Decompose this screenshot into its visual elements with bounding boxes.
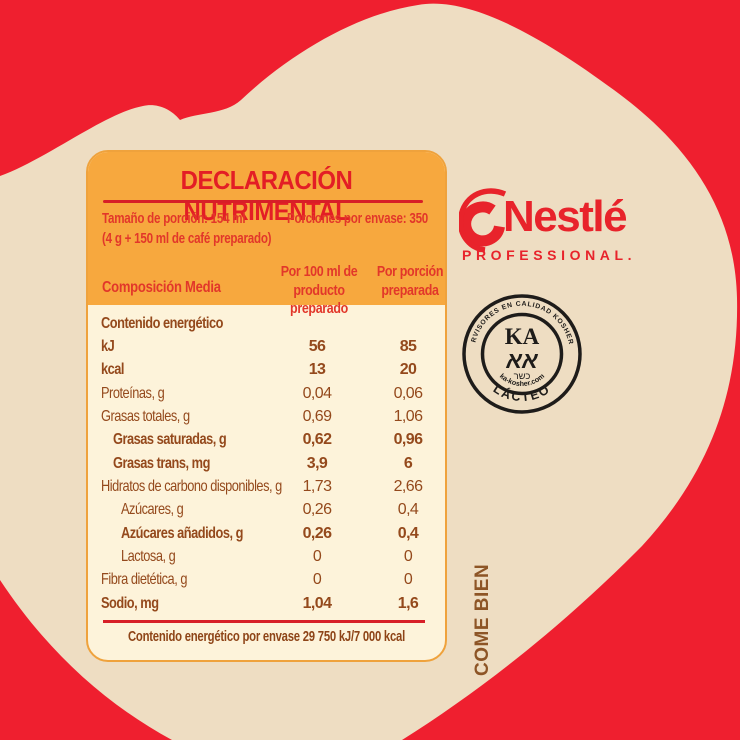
row-label: Grasas saturadas, g [113, 431, 227, 449]
row-value-per-portion: 0,96 [393, 431, 423, 449]
seal-inner-ring [480, 312, 564, 396]
brand-name: Nestlé [503, 192, 628, 241]
row-value-per-portion: 85 [399, 338, 417, 356]
row-value-per-portion: 1,6 [397, 594, 419, 612]
row-label: Sodio, mg [101, 594, 159, 612]
table-row: Proteínas, g 0,04 0,06 [88, 382, 445, 405]
row-value-per-portion: 0,06 [393, 384, 423, 402]
seal-kosher-word: כשר [514, 371, 531, 382]
table-row: Azúcares añadidos, g 0,26 0,4 [88, 522, 445, 545]
tagline-come-bien: COME BIEN [472, 563, 493, 676]
column-header-per-portion: Por porción preparada [369, 263, 445, 300]
table-row: kJ 56 85 [88, 335, 445, 358]
table-row: Grasas totales, g 0,69 1,06 [88, 405, 445, 428]
row-label: kcal [101, 361, 124, 379]
composition-label: Composición Media [102, 279, 221, 296]
kosher-seal: SUPERVISORES EN CALIDAD KOSHER S.C. KA א… [460, 292, 582, 414]
row-value-per-100ml: 3,9 [306, 454, 328, 472]
footer-rule [103, 620, 425, 623]
row-value-per-portion: 6 [403, 454, 413, 472]
row-value-per-portion: 0,4 [397, 501, 419, 519]
serving-size-line1: Tamaño de porción: 154 ml [102, 211, 246, 227]
seal-ka: KA [505, 324, 540, 349]
servings-per-package: Porciones por envase: 350 [287, 211, 428, 227]
row-label: Hidratos de carbono disponibles, g [101, 478, 282, 496]
row-value-per-100ml: 13 [308, 361, 326, 379]
nutrition-table: Contenido energético kJ 56 85 kcal 13 20 Proteí… [88, 312, 445, 615]
row-value-per-portion: 20 [399, 361, 417, 379]
row-label: Grasas totales, g [101, 408, 190, 426]
brand-lockup: Nestlé PROFESSIONAL. [459, 186, 659, 266]
row-label: Contenido energético [101, 314, 223, 332]
table-row: Fibra dietética, g 0 0 [88, 569, 445, 592]
row-value-per-100ml: 0 [312, 548, 322, 566]
row-value-per-100ml: 0,26 [302, 524, 332, 542]
row-value-per-portion: 0,4 [397, 524, 419, 542]
panel-header [88, 152, 445, 305]
table-row: Azúcares, g 0,26 0,4 [88, 499, 445, 522]
row-value-per-100ml: 0,04 [302, 384, 332, 402]
column-header-line: producto preparado [290, 282, 348, 318]
table-row: Sodio, mg 1,04 1,6 [88, 592, 445, 615]
footer-energy-per-package: Contenido energético por envase 29 750 k… [127, 629, 405, 645]
row-label: Proteínas, g [101, 384, 165, 402]
column-header-line: Por 100 ml de [280, 264, 358, 280]
serving-size-line2: (4 g + 150 ml de café preparado) [102, 231, 272, 247]
table-row: Lactosa, g 0 0 [88, 545, 445, 568]
column-header-line: preparada [381, 282, 439, 299]
table-row: kcal 13 20 [88, 359, 445, 382]
row-label: Fibra dietética, g [101, 571, 187, 589]
column-header-per-100ml: Por 100 ml de producto preparado [278, 263, 361, 319]
row-value-per-portion: 0 [403, 548, 413, 566]
nestle-swirl-icon [459, 188, 507, 252]
row-label: Grasas trans, mg [113, 454, 210, 472]
row-label: kJ [101, 338, 115, 356]
row-value-per-portion: 1,06 [393, 408, 423, 426]
table-row: Hidratos de carbono disponibles, g 1,73 2,… [88, 475, 445, 498]
row-value-per-100ml: 0,62 [302, 431, 332, 449]
row-value-per-100ml: 0,69 [302, 408, 332, 426]
table-row: Contenido energético [88, 312, 445, 335]
row-label: Azúcares añadidos, g [121, 524, 243, 542]
row-value-per-100ml: 56 [308, 338, 326, 356]
nutrition-panel: DECLARACIÓN NUTRIMENTAL Tamaño de porció… [86, 150, 447, 662]
serving-size: Tamaño de porción: 154 ml (4 g + 150 ml … [102, 209, 272, 249]
row-label: Lactosa, g [121, 548, 176, 566]
table-row: Grasas trans, mg 3,9 6 [88, 452, 445, 475]
column-header-line: Por porción [376, 264, 444, 280]
brand-subtitle: PROFESSIONAL. [462, 247, 637, 263]
row-value-per-100ml: 0,26 [302, 501, 332, 519]
row-value-per-100ml: 1,04 [302, 594, 332, 612]
row-value-per-portion: 0 [403, 571, 413, 589]
row-value-per-100ml: 1,73 [302, 478, 332, 496]
row-label: Azúcares, g [121, 501, 184, 519]
seal-hebrew-letters: אא [505, 347, 539, 373]
title-rule [103, 200, 423, 203]
row-value-per-100ml: 0 [312, 571, 322, 589]
row-value-per-portion: 2,66 [393, 478, 423, 496]
seal-outer-ring [462, 294, 582, 414]
table-row: Grasas saturadas, g 0,62 0,96 [88, 429, 445, 452]
